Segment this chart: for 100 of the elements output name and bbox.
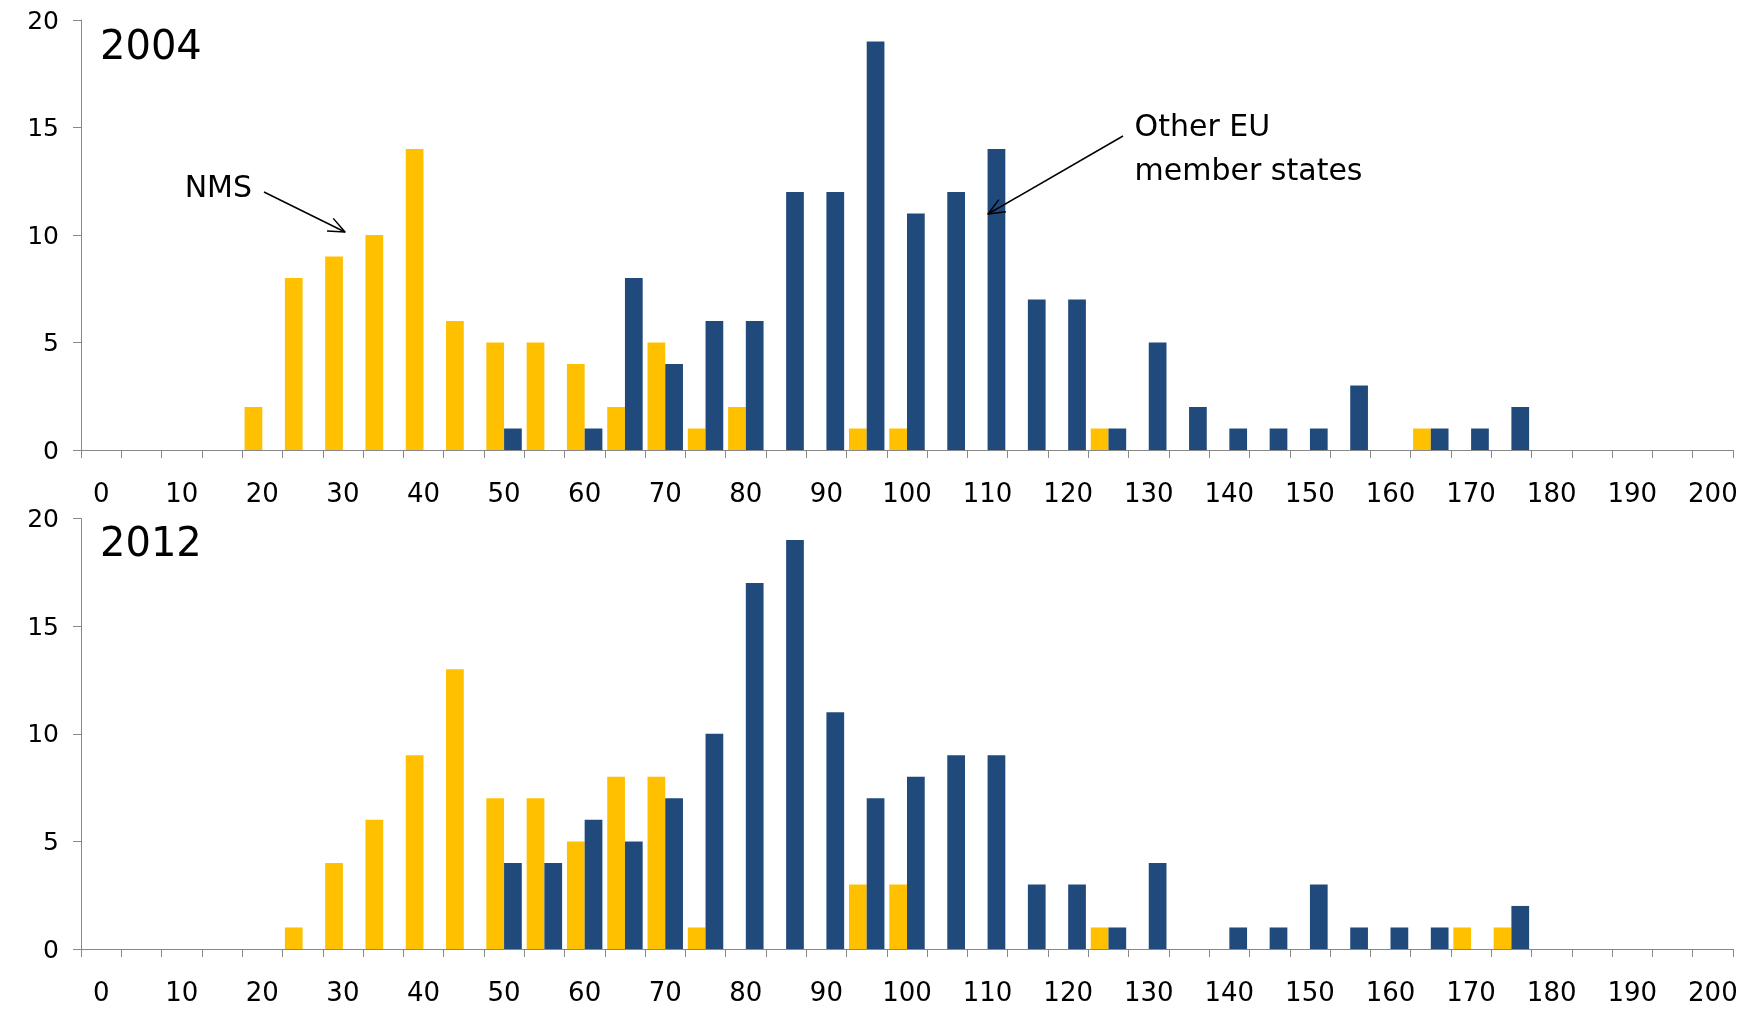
bar [1413,428,1431,450]
x-tick-label: 70 [648,478,682,508]
bar [584,819,603,949]
bar [866,798,885,949]
x-tick-label: 130 [1123,478,1174,508]
bar [365,819,384,949]
bar [987,149,1006,450]
y-tick-label: 0 [43,934,59,964]
bar [584,428,603,450]
bar [1090,428,1109,450]
x-tick-label: 50 [487,977,521,1007]
annotation: Other EU member states [1134,108,1363,187]
x-tick-label: 50 [487,478,521,508]
bar [848,884,867,949]
bar [1108,428,1127,450]
bar [866,41,885,450]
bar [566,841,585,949]
bar [544,862,563,949]
bar [607,407,625,450]
bar [647,776,666,949]
bar [446,321,464,450]
x-tick-label: 170 [1446,478,1496,508]
x-tick-label: 160 [1365,977,1416,1007]
bar [405,755,424,949]
bar [1027,299,1046,450]
bar [848,428,867,450]
x-tick-label: 110 [962,478,1013,508]
x-tick-label: 150 [1285,977,1335,1007]
bar [786,192,804,450]
y-tick-label: 10 [27,220,59,250]
bar [987,755,1006,949]
x-tick-label: 10 [165,977,199,1007]
bar [947,755,966,949]
bar [1068,299,1086,450]
bar [607,776,625,949]
y-tick-label: 5 [43,328,59,357]
bar [1148,862,1167,949]
bar [826,192,845,450]
bar [244,407,263,450]
bar [325,256,343,450]
x-tick-label: 80 [729,478,763,508]
chart-title: 2012 [100,519,202,565]
x-tick-label: 60 [568,977,602,1007]
x-tick-label: 140 [1204,478,1255,508]
x-tick-label: 40 [406,977,441,1007]
x-tick-label: 190 [1607,478,1658,508]
bar [687,927,706,949]
x-tick-label: 90 [809,478,843,508]
bar [486,342,505,450]
y-tick-label: 0 [43,435,59,465]
x-tick-label: 30 [326,478,360,508]
bar [889,428,907,450]
bar [526,798,545,949]
bar [1108,927,1127,949]
bar [446,669,464,949]
chart-title: 2004 [100,22,202,68]
bar [1068,884,1086,949]
x-tick-label: 130 [1123,977,1174,1007]
bar [486,798,505,949]
bar [624,278,643,450]
x-tick-label: 100 [882,478,932,508]
y-tick-label: 5 [43,826,59,856]
x-tick-label: 0 [92,977,110,1007]
bar [566,364,585,450]
x-tick-label: 90 [809,977,843,1007]
x-tick-label: 120 [1043,478,1093,508]
bar [1229,428,1248,450]
bar [745,583,764,949]
bar [1390,927,1409,949]
annotation: NMS [184,168,252,204]
bar [907,776,925,949]
y-tick-label: 15 [27,611,59,641]
bar [1269,927,1288,949]
bar [284,278,303,450]
x-tick-label: 80 [729,977,763,1007]
bar [687,428,706,450]
bar [889,884,907,949]
y-tick-label: 20 [27,504,59,533]
x-tick-label: 180 [1526,977,1577,1007]
x-tick-label: 180 [1526,478,1577,508]
bar [405,149,424,450]
bar [1430,428,1449,450]
bar [705,321,724,450]
bar [1350,927,1368,949]
y-tick-label: 15 [27,113,59,142]
y-tick-label: 10 [27,719,59,749]
x-tick-label: 160 [1365,478,1416,508]
bar [665,798,683,949]
x-tick-label: 140 [1204,977,1255,1007]
bar [526,342,545,450]
x-tick-label: 10 [165,478,199,508]
bar [647,342,666,450]
bar [1309,428,1328,450]
x-tick-label: 100 [882,977,932,1007]
x-tick-label: 40 [406,478,441,508]
bar [1189,407,1207,450]
bar [1430,927,1449,949]
bar [786,540,804,949]
bar [1148,342,1167,450]
bar [325,862,343,949]
